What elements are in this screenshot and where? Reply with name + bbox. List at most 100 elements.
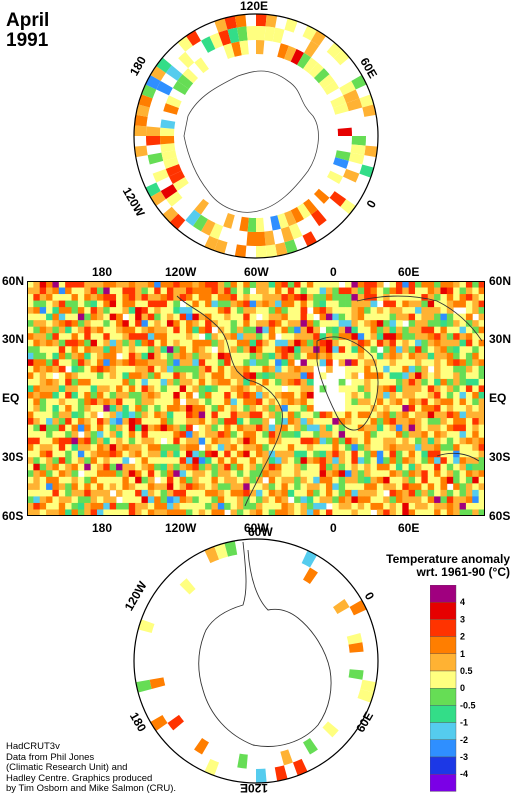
anomaly-cell [236, 385, 244, 393]
anomaly-cell [351, 346, 359, 354]
anomaly-cell [198, 437, 206, 445]
anomaly-cell [217, 320, 225, 328]
anomaly-cell [275, 457, 282, 465]
anomaly-cell [243, 378, 251, 386]
anomaly-cell [395, 281, 403, 288]
anomaly-cell [383, 313, 390, 321]
anomaly-cell [33, 457, 41, 465]
anomaly-cell [230, 509, 238, 516]
anomaly-cell [415, 307, 422, 315]
anomaly-cell [281, 359, 289, 367]
anomaly-cell [166, 313, 174, 321]
anomaly-cell [300, 483, 308, 491]
anomaly-cell [46, 391, 53, 399]
anomaly-cell [427, 307, 435, 315]
anomaly-cell [109, 372, 117, 380]
anomaly-cell [332, 476, 340, 484]
anomaly-cell [306, 457, 314, 465]
anomaly-cell [27, 391, 34, 399]
anomaly-cell [351, 307, 359, 315]
anomaly-cell [128, 502, 136, 510]
anomaly-cell [357, 457, 365, 465]
polar-anomaly-cell [167, 714, 184, 731]
anomaly-cell [90, 405, 98, 412]
anomaly-cell [472, 300, 480, 308]
anomaly-cell [65, 470, 72, 478]
anomaly-cell [109, 502, 117, 510]
anomaly-cell [345, 483, 352, 491]
anomaly-cell [364, 463, 371, 471]
anomaly-cell [65, 320, 72, 328]
anomaly-cell [306, 333, 314, 341]
anomaly-cell [434, 352, 441, 360]
anomaly-cell [122, 378, 130, 386]
anomaly-cell [440, 313, 448, 321]
anomaly-cell [230, 463, 238, 471]
anomaly-cell [446, 418, 454, 426]
anomaly-cell [58, 496, 66, 504]
anomaly-cell [116, 489, 123, 497]
anomaly-cell [128, 281, 136, 288]
anomaly-cell [364, 333, 371, 341]
anomaly-cell [287, 352, 295, 360]
anomaly-cell [147, 294, 155, 301]
anomaly-cell [383, 320, 390, 328]
anomaly-cell [389, 483, 397, 491]
anomaly-cell [364, 496, 371, 504]
anomaly-cell [58, 385, 66, 393]
anomaly-cell [440, 470, 448, 478]
anomaly-cell [472, 372, 480, 380]
anomaly-cell [96, 483, 104, 491]
anomaly-cell [370, 437, 378, 445]
anomaly-cell [472, 339, 480, 347]
anomaly-cell [256, 307, 263, 315]
anomaly-cell [364, 405, 371, 412]
anomaly-cell [179, 378, 187, 386]
anomaly-cell [408, 489, 416, 497]
anomaly-cell [408, 398, 416, 406]
anomaly-cell [141, 391, 149, 399]
anomaly-cell [325, 431, 333, 439]
anomaly-cell [325, 326, 333, 334]
anomaly-cell [39, 502, 47, 510]
anomaly-cell [236, 365, 244, 373]
anomaly-cell [243, 405, 251, 412]
anomaly-cell [46, 339, 53, 347]
anomaly-cell [313, 307, 321, 315]
anomaly-cell [287, 405, 295, 412]
anomaly-cell [224, 385, 231, 393]
anomaly-cell [351, 496, 359, 504]
anomaly-cell [281, 476, 289, 484]
anomaly-cell [427, 339, 435, 347]
anomaly-cell [211, 450, 219, 458]
anomaly-cell [52, 457, 60, 465]
anomaly-cell [186, 385, 193, 393]
anomaly-cell [141, 509, 149, 516]
credit-line: HadCRUT3v [6, 741, 60, 752]
anomaly-cell [408, 483, 416, 491]
anomaly-cell [395, 444, 403, 452]
anomaly-cell [376, 444, 384, 452]
anomaly-cell [46, 463, 53, 471]
anomaly-cell [39, 359, 47, 367]
anomaly-cell [58, 294, 66, 301]
anomaly-cell [345, 300, 352, 308]
anomaly-cell [300, 424, 308, 432]
anomaly-cell [459, 300, 467, 308]
anomaly-cell [364, 378, 371, 386]
anomaly-cell [300, 307, 308, 315]
anomaly-cell [141, 326, 149, 334]
anomaly-cell [198, 391, 206, 399]
anomaly-cell [52, 281, 60, 288]
anomaly-cell [243, 281, 251, 288]
anomaly-cell [440, 300, 448, 308]
anomaly-cell [402, 418, 410, 426]
anomaly-cell [465, 287, 473, 295]
anomaly-cell [415, 378, 422, 386]
anomaly-cell [249, 372, 257, 380]
anomaly-cell [192, 431, 200, 439]
anomaly-cell [243, 509, 251, 516]
anomaly-cell [33, 424, 41, 432]
anomaly-cell [408, 424, 416, 432]
anomaly-cell [427, 450, 435, 458]
